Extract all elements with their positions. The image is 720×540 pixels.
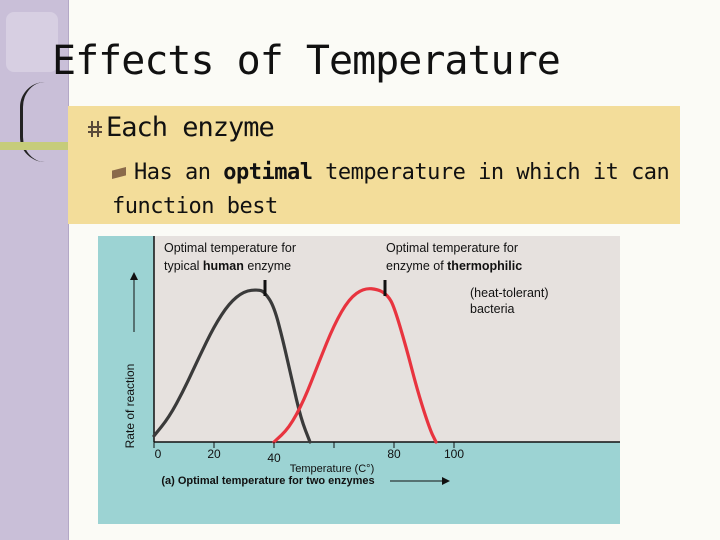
x-tick-label: 100: [444, 447, 464, 461]
hash-bullet-icon: [88, 120, 102, 137]
x-tick-label: 40: [267, 451, 281, 465]
bullet-level-1: Each enzyme: [88, 112, 275, 143]
annotation-thermo-line2-b: thermophilic: [447, 259, 522, 273]
annotation-thermo-line3: (heat-tolerant): [470, 286, 549, 300]
x-tick-label: 0: [155, 447, 162, 461]
annotation-human-line2-c: enzyme: [244, 259, 291, 273]
y-axis-arrow-head: [130, 272, 138, 280]
chart-frame: 0 20 40 80 100 Rate of reaction Temperature …: [98, 236, 620, 524]
annotation-thermo-line1: Optimal temperature for: [386, 241, 518, 255]
slide-title: Effects of Temperature: [52, 38, 561, 84]
bullet-level-2: Has an optimal temperature in which it c…: [112, 156, 672, 224]
x-tick-label: 20: [207, 447, 221, 461]
annotation-human-line2: typical human enzyme: [164, 259, 291, 273]
x-tick-label: 80: [387, 447, 401, 461]
sidebar-decoration: [0, 0, 69, 540]
flag-bullet-icon: [112, 167, 126, 179]
sidebar-panel: [6, 12, 58, 72]
bullet-1-text: Each enzyme: [106, 112, 275, 143]
annotation-thermo-line2: enzyme of thermophilic: [386, 259, 522, 273]
series-line-human: [152, 288, 312, 444]
annotation-human-line1: Optimal temperature for: [164, 241, 296, 255]
annotation-human-line2-b: human: [203, 259, 244, 273]
annotation-human-line2-a: typical: [164, 259, 203, 273]
annotation-thermo-line2-a: enzyme of: [386, 259, 447, 273]
x-axis-label: Temperature (C°): [290, 463, 374, 475]
bullet-2-after: temperature in which it can function bes…: [112, 160, 670, 219]
series-line-thermophilic: [272, 287, 438, 444]
annotation-thermo-line4: bacteria: [470, 302, 515, 316]
bullet-box: [68, 106, 680, 224]
x-axis-arrow-head: [442, 477, 450, 485]
enzyme-chart: 0 20 40 80 100 Rate of reaction Temperature …: [123, 236, 620, 487]
plot-area: [154, 236, 620, 442]
accent-line: [0, 142, 110, 150]
bullet-2-emphasis: optimal: [223, 160, 313, 185]
bracket-decoration: [20, 82, 45, 162]
chart-caption: (a) Optimal temperature for two enzymes: [161, 475, 374, 487]
y-axis-label: Rate of reaction: [123, 364, 137, 449]
bullet-2-before: Has an: [134, 160, 224, 185]
